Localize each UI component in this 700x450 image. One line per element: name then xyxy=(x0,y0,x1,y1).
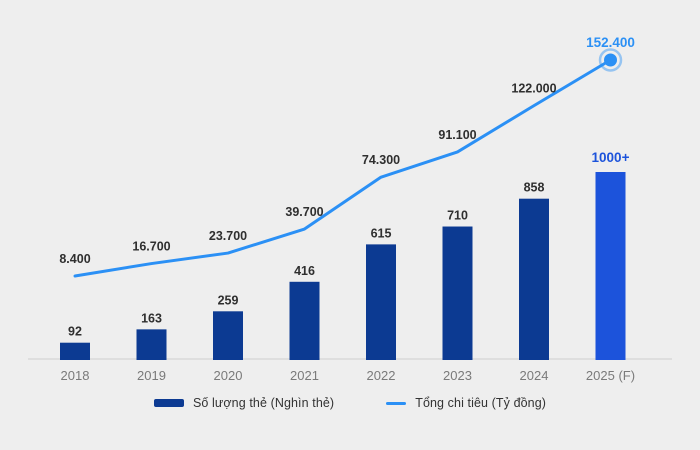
bar xyxy=(595,172,626,360)
bar-value-label: 259 xyxy=(218,293,239,307)
bar-series-swatch-icon xyxy=(153,399,184,407)
line-value-label: 74.300 xyxy=(362,153,400,167)
bar-value-label: 858 xyxy=(524,181,545,195)
line-value-label: 16.700 xyxy=(132,240,170,254)
line-series-label: Tổng chi tiêu (Tỷ đồng) xyxy=(415,396,547,410)
line-value-label: 122.000 xyxy=(511,82,556,96)
x-tick-label: 2019 xyxy=(137,368,166,383)
chart-legend: Số lượng thẻ (Nghìn thẻ) Tổng chi tiêu (… xyxy=(0,396,700,410)
bar-value-label: 615 xyxy=(371,226,392,240)
line-value-label: 91.100 xyxy=(438,128,476,142)
line-value-label: 39.700 xyxy=(285,205,323,219)
x-tick-label: 2024 xyxy=(520,368,549,383)
line-value-label: 23.700 xyxy=(209,229,247,243)
line-marker xyxy=(604,53,617,67)
bar xyxy=(289,281,320,360)
line-series-swatch-icon xyxy=(386,401,407,405)
legend-item-bar-series: Số lượng thẻ (Nghìn thẻ) xyxy=(153,396,335,410)
line-marker-halo xyxy=(598,48,623,72)
line-value-label: 152.400 xyxy=(586,35,635,50)
bar xyxy=(136,329,167,360)
x-tick-label: 2021 xyxy=(290,368,319,383)
bar xyxy=(60,342,90,360)
bar-value-label: 416 xyxy=(294,264,315,278)
line-value-label: 8.400 xyxy=(59,252,90,266)
legend-item-line-series: Tổng chi tiêu (Tỷ đồng) xyxy=(386,396,546,410)
bar-value-label: 92 xyxy=(68,325,82,339)
bar xyxy=(213,311,243,360)
bar-value-label: 710 xyxy=(447,209,468,223)
x-tick-label: 2025 (F) xyxy=(586,368,635,383)
bar xyxy=(366,244,396,360)
combo-chart: 92 2018 163 2019 259 2020 416 2021 615 2022 710 202… xyxy=(28,35,672,383)
x-tick-label: 2018 xyxy=(61,368,90,383)
trend-line xyxy=(73,58,612,278)
bar xyxy=(442,226,473,360)
bar-value-label: 163 xyxy=(141,311,162,325)
bar-series-label: Số lượng thẻ (Nghìn thẻ) xyxy=(192,396,335,410)
x-tick-label: 2020 xyxy=(214,368,243,383)
bar xyxy=(519,198,549,360)
x-tick-label: 2022 xyxy=(367,368,396,383)
bar-value-label: 1000+ xyxy=(592,150,630,165)
x-tick-label: 2023 xyxy=(443,368,472,383)
